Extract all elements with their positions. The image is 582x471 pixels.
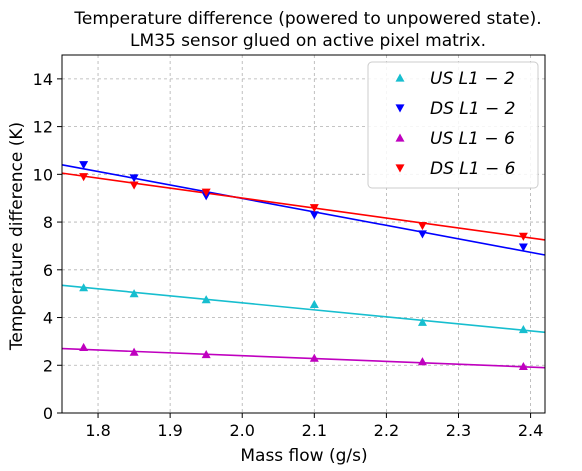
x-tick-label: 2.3	[446, 421, 471, 440]
x-tick-label: 1.8	[85, 421, 110, 440]
plot-frame	[61, 54, 546, 414]
x-axis-ticks: 1.8 1.9 2.0 2.1 2.2 2.3 2.4	[85, 413, 543, 440]
x-tick-label: 1.9	[157, 421, 182, 440]
point-series-0	[201, 295, 211, 304]
y-tick-label: 0	[43, 404, 53, 423]
point-series-1	[309, 211, 319, 220]
fit-lines	[61, 164, 546, 369]
legend-label: US L1 − 2	[430, 69, 515, 89]
x-tick-label: 2.4	[518, 421, 543, 440]
legend-marker	[395, 133, 405, 142]
y-tick-label: 12	[33, 118, 53, 137]
y-tick-label: 14	[33, 70, 53, 89]
legend-label: US L1 − 6	[430, 129, 515, 149]
point-series-2	[129, 347, 139, 356]
y-tick-label: 2	[43, 356, 53, 375]
fit-line-series-1	[61, 164, 546, 256]
point-series-0	[518, 324, 528, 334]
x-tick-label: 2.1	[302, 421, 327, 440]
point-series-2	[417, 357, 427, 366]
chart-title: Temperature difference (powered to unpow…	[73, 9, 541, 29]
y-axis-ticks: 0 2 4 6 8 10 12 14	[33, 70, 62, 423]
legend-marker	[395, 73, 405, 82]
point-series-1	[518, 243, 528, 252]
point-series-1	[417, 230, 427, 239]
point-series-3	[129, 181, 139, 190]
point-series-2	[518, 361, 528, 371]
point-series-3	[79, 173, 89, 182]
point-series-0	[79, 283, 89, 292]
fit-line-series-2	[61, 347, 546, 369]
point-series-0	[309, 299, 319, 309]
x-axis-label: Mass flow (g/s)	[240, 446, 367, 466]
data-points	[79, 161, 528, 371]
y-tick-label: 8	[43, 213, 53, 232]
y-axis-label: Temperature difference (K)	[7, 122, 27, 351]
legend-box	[367, 61, 539, 189]
point-series-3	[201, 188, 211, 197]
point-series-0	[129, 289, 139, 298]
y-tick-label: 10	[33, 165, 53, 184]
legend-marker	[395, 164, 405, 173]
y-tick-label: 4	[43, 309, 53, 328]
x-tick-label: 2.0	[229, 421, 254, 440]
legend-label: DS L1 − 6	[430, 159, 516, 179]
point-series-1	[129, 174, 139, 183]
legend-marker	[395, 104, 405, 113]
fit-line-series-0	[61, 284, 546, 334]
point-series-3	[417, 222, 427, 231]
y-tick-label: 6	[43, 261, 53, 280]
point-series-0	[417, 317, 427, 326]
fit-line-series-3	[61, 172, 546, 241]
point-series-3	[518, 232, 528, 241]
point-series-3	[309, 204, 319, 213]
point-series-1	[79, 161, 89, 170]
chart-subtitle: LM35 sensor glued on active pixel matrix…	[130, 31, 486, 51]
point-series-2	[201, 350, 211, 359]
legend: US L1 − 2 DS L1 − 2 US L1 − 6 DS L1 − 6	[367, 61, 539, 189]
legend-label: DS L1 − 2	[430, 99, 515, 119]
x-tick-label: 2.2	[374, 421, 399, 440]
point-series-2	[79, 342, 89, 351]
point-series-2	[309, 353, 319, 362]
grid	[62, 55, 545, 414]
